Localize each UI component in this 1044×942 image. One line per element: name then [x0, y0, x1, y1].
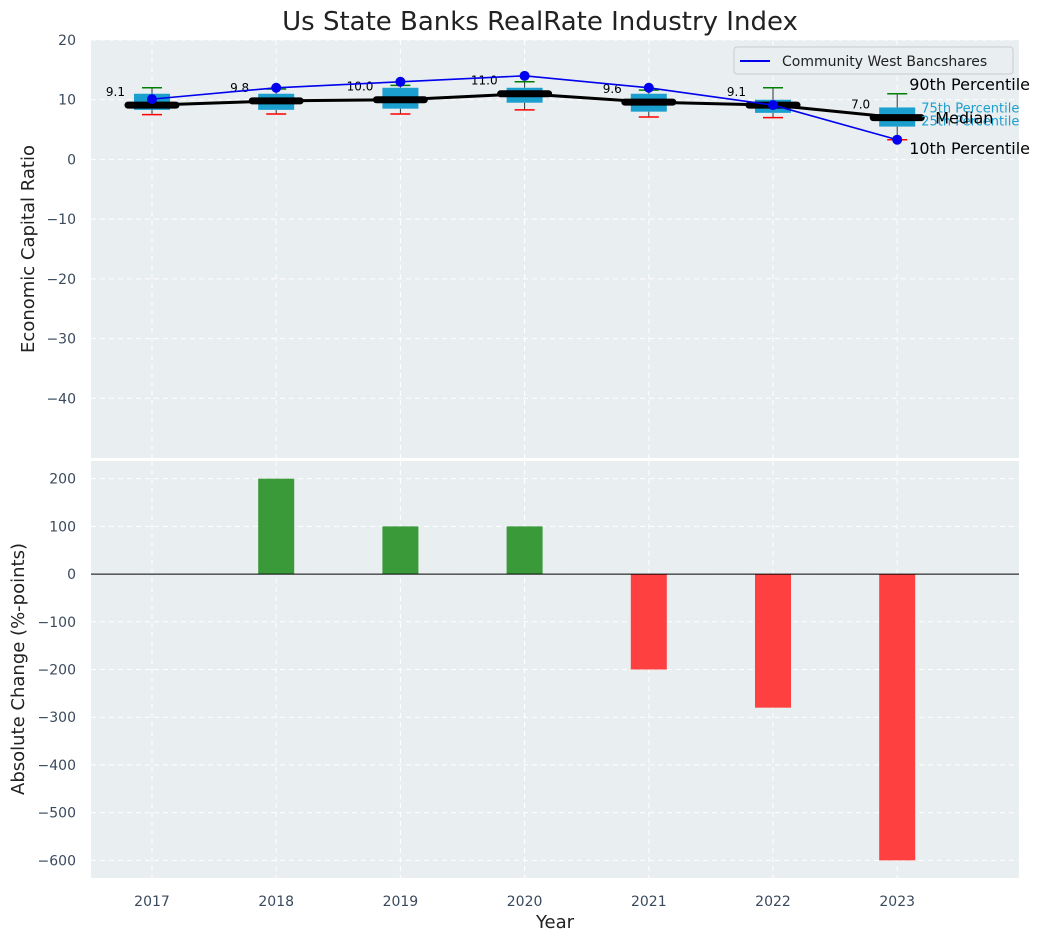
- top-y-tick-label: −20: [46, 272, 76, 288]
- annotation-25th-percentile: 25th Percentile: [921, 115, 1019, 130]
- median-value-label: 11.0: [471, 74, 498, 88]
- bar-2023: [879, 574, 916, 861]
- top-y-tick-label: −30: [46, 332, 76, 348]
- top-grid: [91, 39, 1019, 458]
- legend: Community West Bancshares: [733, 46, 1014, 75]
- series-line-group: [147, 70, 903, 145]
- bottom-y-tick-label: −400: [38, 758, 76, 774]
- series-point: [768, 100, 778, 111]
- bar-2018: [258, 478, 295, 575]
- median-value-label: 9.1: [727, 85, 746, 99]
- chart-title: Us State Banks RealRate Industry Index: [282, 7, 798, 37]
- x-tick-label: 2017: [134, 894, 170, 910]
- bars: [91, 478, 1019, 861]
- bottom-y-tick-label: −100: [38, 615, 76, 631]
- median-value-label: 7.0: [851, 98, 870, 112]
- series-point: [892, 134, 903, 145]
- legend-label: Community West Bancshares: [782, 54, 987, 70]
- top-y-tick-label: −40: [46, 391, 76, 407]
- median-value-label: 9.6: [603, 82, 622, 96]
- bottom-y-ticks: 200 100 0 −100 −200 −300 −400 −500 −600: [38, 472, 76, 870]
- bar-2022: [755, 574, 791, 708]
- bar-2020: [506, 526, 543, 575]
- legend-box: [733, 46, 1014, 75]
- top-y-axis-label: Economic Capital Ratio: [18, 145, 39, 353]
- top-y-tick-label: −10: [46, 212, 76, 228]
- x-tick-label: 2021: [631, 894, 667, 910]
- top-y-tick-label: 0: [67, 152, 76, 168]
- series-point: [147, 94, 157, 105]
- x-ticks: 2017 2018 2019 2020 2021 2022 2023: [134, 894, 915, 910]
- bar-chart-panel: 200 100 0 −100 −200 −300 −400 −500 −600 2017 2018…: [8, 461, 1019, 933]
- bottom-y-tick-label: 100: [49, 519, 76, 535]
- annotation-median: Median: [935, 109, 993, 128]
- series-point: [519, 70, 530, 81]
- bar-2019: [382, 526, 419, 575]
- x-tick-label: 2018: [258, 894, 294, 910]
- bottom-y-axis-label: Absolute Change (%-points): [8, 543, 29, 795]
- x-tick-label: 2023: [879, 894, 915, 910]
- bottom-y-tick-label: −600: [38, 853, 76, 869]
- series-point: [395, 76, 406, 87]
- annotation-90th-percentile: 90th Percentile: [909, 75, 1030, 94]
- top-plot-background: [91, 40, 1019, 458]
- bottom-y-tick-label: −200: [38, 663, 76, 679]
- annotation-10th-percentile: 10th Percentile: [909, 139, 1030, 158]
- top-y-tick-label: 20: [58, 33, 76, 49]
- x-axis-label: Year: [535, 912, 575, 933]
- x-tick-label: 2019: [383, 894, 419, 910]
- bottom-y-tick-label: 200: [49, 472, 76, 488]
- bar-2021: [630, 574, 667, 670]
- top-y-tick-label: 10: [58, 93, 76, 109]
- series-point: [271, 82, 282, 93]
- median-value-label: 9.8: [230, 81, 249, 95]
- series-point: [643, 82, 654, 93]
- box-plot-panel: 20 10 0 −10 −20 −30 −40 9.1 9.8 10.0 11.0 9.6 9.1 7.…: [18, 33, 1030, 458]
- annotation-75th-percentile: 75th Percentile: [921, 101, 1019, 116]
- median-value-label: 10.0: [347, 80, 374, 94]
- x-tick-label: 2022: [755, 894, 791, 910]
- bottom-y-tick-label: 0: [67, 567, 76, 583]
- box-plots: 9.1 9.8 10.0 11.0 9.6 9.1 7.0: [106, 74, 925, 141]
- x-tick-label: 2020: [507, 894, 543, 910]
- median-value-label: 9.1: [106, 85, 125, 99]
- bottom-y-tick-label: −300: [38, 710, 76, 726]
- top-y-ticks: 20 10 0 −10 −20 −30 −40: [46, 33, 76, 407]
- bottom-y-tick-label: −500: [38, 806, 76, 822]
